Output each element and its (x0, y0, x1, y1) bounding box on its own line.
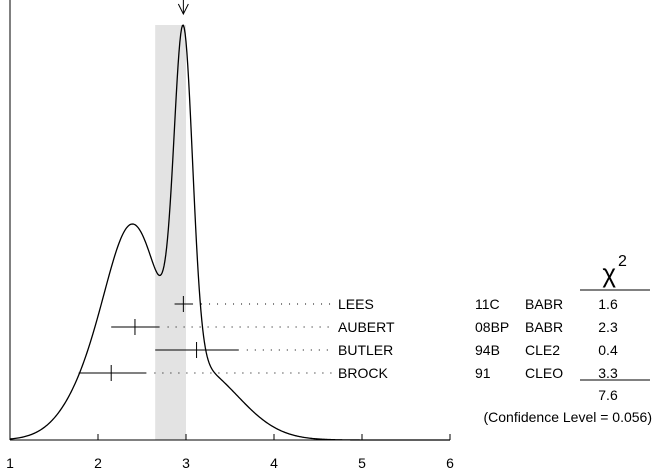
chi2-header-sup: 2 (618, 253, 627, 270)
measurement-experiment: CLEO (525, 365, 563, 381)
measurements: LEES 11C BABR 1.6 AUBERT 08BP BABR 2.3 BUTLER 94B… (78, 296, 618, 381)
x-tick-label: 6 (446, 455, 454, 471)
measurement-name: LEES (338, 296, 374, 312)
x-tick-label: 4 (270, 455, 278, 471)
x-tick-label: 3 (182, 455, 190, 471)
measurement-ref: 94B (475, 342, 500, 358)
measurement-experiment: CLE2 (525, 342, 560, 358)
chi2-header: χ (602, 258, 616, 288)
measurement-chi2: 2.3 (598, 319, 618, 335)
measurement-name: AUBERT (338, 319, 395, 335)
confidence-level: (Confidence Level = 0.056) (484, 409, 652, 425)
ideogram-curve (9, 24, 450, 441)
measurement-experiment: BABR (525, 296, 563, 312)
measurement-name: BUTLER (338, 342, 393, 358)
measurement-ref: 11C (475, 296, 500, 312)
x-tick-label: 2 (94, 455, 102, 471)
x-ticks: 1 2 3 4 5 6 (6, 434, 454, 471)
measurement-chi2: 1.6 (598, 296, 618, 312)
measurement-experiment: BABR (525, 319, 563, 335)
x-tick-label: 5 (358, 455, 366, 471)
measurement-chi2: 0.4 (598, 342, 618, 358)
average-arrow (177, 0, 189, 16)
measurement-ref: 08BP (475, 319, 509, 335)
average-band (155, 25, 186, 440)
arrow-head (177, 3, 189, 16)
x-tick-label: 1 (6, 455, 14, 471)
chi2-total: 7.6 (598, 387, 618, 403)
measurement-ref: 91 (475, 365, 491, 381)
measurement-chi2: 3.3 (598, 365, 618, 381)
measurement-name: BROCK (338, 365, 388, 381)
